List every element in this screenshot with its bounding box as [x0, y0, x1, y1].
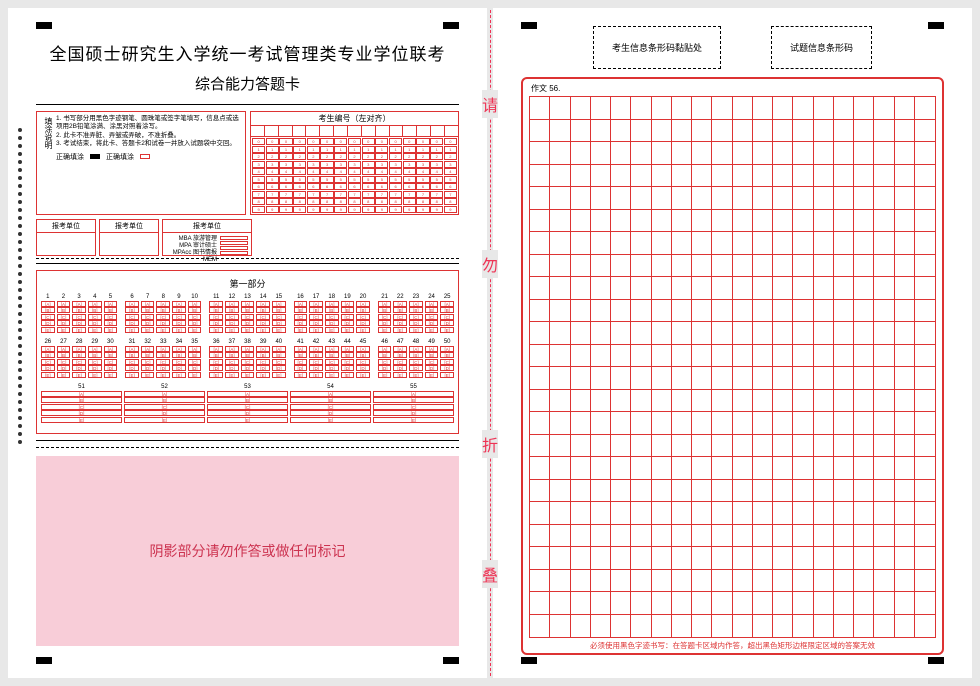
exam-title: 全国硕士研究生入学统一考试管理类专业学位联考 — [36, 40, 459, 65]
barcode-row: 考生信息条形码黏贴处 试题信息条形码 — [521, 26, 944, 69]
candidate-number-section: 考生编号（左对齐） 000000000000000111111111111111… — [250, 111, 459, 215]
instructions-box: 填涂说明 1. 书写部分用黑色字迹钢笔、圆珠笔或签字笔填写，信息点或选项用2B铅… — [36, 111, 246, 215]
fold-char-3: 折 — [482, 430, 498, 458]
unit-head: 报考单位 — [37, 220, 95, 233]
unit-box-2: 报考单位 — [99, 219, 159, 256]
degree-bubbles — [219, 235, 249, 253]
mcq-container: 12345[A][B][C][D][E][A][B][C][D][E][A][B… — [41, 294, 454, 423]
divider-dash — [36, 258, 459, 259]
fold-char-2: 勿 — [482, 250, 498, 278]
filled-box-icon — [90, 154, 100, 159]
marker-icon — [521, 22, 537, 29]
divider — [36, 440, 459, 441]
essay-footer: 必须使用黑色字迹书写：在答题卡区域内作答，超出黑色矩形边框限定区域的答案无效 — [529, 638, 936, 651]
candidate-number-boxes — [250, 125, 459, 137]
fill-correct-label: 正确填涂 — [56, 152, 84, 162]
marker-icon — [443, 657, 459, 664]
left-page: 全国硕士研究生入学统一考试管理类专业学位联考 综合能力答题卡 填涂说明 1. 书… — [8, 8, 487, 678]
info-row: 填涂说明 1. 书写部分用黑色字迹钢笔、圆珠笔或签字笔填写，信息点或选项用2B铅… — [36, 111, 459, 215]
unit-head: 报考单位 — [100, 220, 158, 233]
essay-grid — [529, 96, 936, 638]
barcode-exam: 试题信息条形码 — [771, 26, 872, 69]
marker-icon — [521, 657, 537, 664]
reserved-area: 阴影部分请勿作答或做任何标记 — [36, 456, 459, 646]
candidate-number-grid: 0000000000000001111111111111112222222222… — [250, 137, 459, 215]
marker-icon — [36, 657, 52, 664]
mcq-section: 第一部分 12345[A][B][C][D][E][A][B][C][D][E]… — [36, 270, 459, 434]
unit-body — [37, 233, 95, 255]
marker-icon — [928, 657, 944, 664]
essay-frame: 作文 56. 必须使用黑色字迹书写：在答题卡区域内作答，超出黑色矩形边框限定区域… — [521, 77, 944, 655]
fill-example: 正确填涂 正确填涂 — [56, 152, 241, 162]
unit-box-1: 报考单位 — [36, 219, 96, 256]
divider-dash — [36, 447, 459, 448]
binding-dots — [18, 128, 24, 628]
candidate-number-label: 考生编号（左对齐） — [250, 111, 459, 125]
marker-icon — [36, 22, 52, 29]
unit-head: 报考单位 — [163, 220, 251, 233]
unit-row: 报考单位 报考单位 报考单位 MBA 旅游管理MPA 审计硕士MPAcc 图书情… — [36, 219, 459, 256]
right-page: 考生信息条形码黏贴处 试题信息条形码 作文 56. 必须使用黑色字迹书写：在答题… — [493, 8, 972, 678]
degree-options: MBA 旅游管理MPA 审计硕士MPAcc 图书情报MEM — [165, 235, 219, 253]
fold-char-4: 叠 — [482, 560, 498, 588]
section-title: 第一部分 — [41, 275, 454, 294]
marker-icon — [443, 22, 459, 29]
exam-subtitle: 综合能力答题卡 — [36, 73, 459, 94]
empty-box-icon — [140, 154, 150, 159]
unit-box-3: 报考单位 MBA 旅游管理MPA 审计硕士MPAcc 图书情报MEM — [162, 219, 252, 256]
marker-icon — [928, 22, 944, 29]
reserved-text: 阴影部分请勿作答或做任何标记 — [150, 541, 346, 561]
divider — [36, 263, 459, 264]
essay-label: 作文 56. — [529, 83, 936, 96]
barcode-candidate: 考生信息条形码黏贴处 — [593, 26, 721, 69]
instructions-label: 填涂说明 — [41, 115, 56, 211]
instructions-text: 1. 书写部分用黑色字迹钢笔、圆珠笔或签字笔填写，信息点或选项用2B铅笔涂满、涂… — [56, 115, 241, 149]
fold-char-1: 请 — [482, 90, 498, 118]
divider — [36, 104, 459, 105]
unit-body — [100, 233, 158, 255]
fill-wrong-label: 正确填涂 — [106, 152, 134, 162]
